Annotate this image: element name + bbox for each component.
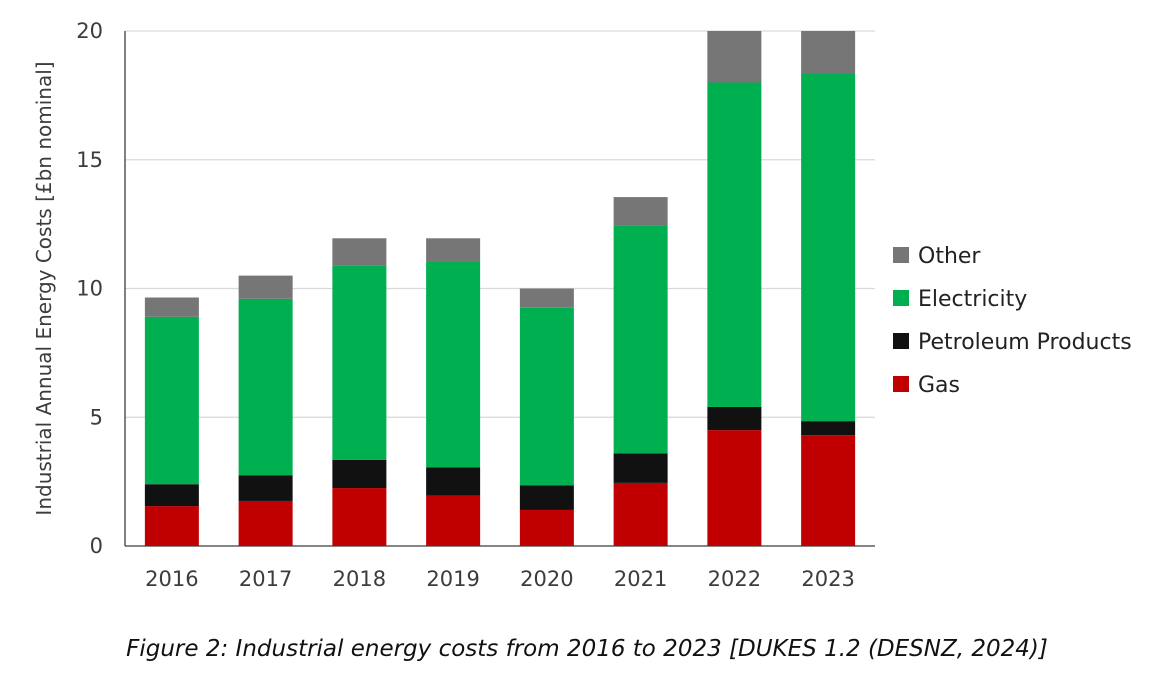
bar-electricity-2019	[426, 261, 481, 468]
bar-gas-2019	[426, 495, 481, 546]
bar-electricity-2022	[707, 82, 762, 407]
bar-gas-2020	[519, 509, 574, 546]
bar-other-2023	[801, 31, 856, 74]
bar-electricity-2018	[332, 265, 387, 460]
bar-gas-2016	[144, 506, 199, 546]
figure-caption: Figure 2: Industrial energy costs from 2…	[126, 636, 1048, 662]
bar-electricity-2017	[238, 298, 293, 476]
bar-gas-2021	[613, 482, 668, 546]
stacked-bar-chart: 0 5 10 15 20 2016 2017 2018 2019 2020 2021 2022 202…	[32, 19, 1132, 591]
x-tick-labels: 2016 2017 2018 2019 2020 2021 2022 2023	[145, 567, 855, 591]
legend-label-electricity: Electricity	[918, 287, 1027, 312]
bar-gas-2018	[332, 488, 387, 546]
bar-petroleum-products-2019	[426, 467, 481, 496]
bar-petroleum-products-2023	[801, 421, 856, 436]
bars	[144, 31, 856, 546]
legend-swatch-petroleum-products	[893, 333, 909, 349]
bar-electricity-2021	[613, 225, 668, 454]
legend: Other Electricity Petroleum Products Gas	[893, 244, 1132, 398]
x-tick-2017: 2017	[239, 567, 292, 591]
legend-label-gas: Gas	[918, 373, 960, 398]
x-tick-2016: 2016	[145, 567, 198, 591]
x-tick-2020: 2020	[520, 567, 573, 591]
bar-other-2021	[613, 197, 668, 226]
y-tick-15: 15	[76, 148, 103, 172]
bar-other-2019	[426, 238, 481, 262]
bar-petroleum-products-2020	[519, 485, 574, 510]
legend-label-petroleum-products: Petroleum Products	[918, 330, 1132, 355]
y-tick-labels: 0 5 10 15 20	[76, 19, 103, 558]
y-tick-5: 5	[90, 405, 103, 429]
bar-petroleum-products-2021	[613, 453, 668, 483]
y-axis-label: Industrial Annual Energy Costs [£bn nomi…	[32, 61, 56, 515]
legend-swatch-gas	[893, 376, 909, 392]
x-tick-2022: 2022	[708, 567, 761, 591]
bar-other-2020	[519, 288, 574, 308]
bar-electricity-2023	[801, 73, 856, 422]
bar-electricity-2016	[144, 316, 199, 485]
legend-swatch-other	[893, 247, 909, 263]
bar-gas-2022	[707, 430, 762, 546]
y-tick-0: 0	[90, 534, 103, 558]
bar-petroleum-products-2016	[144, 484, 199, 507]
y-tick-10: 10	[76, 277, 103, 301]
legend-swatch-electricity	[893, 290, 909, 306]
bar-petroleum-products-2022	[707, 406, 762, 431]
x-tick-2019: 2019	[426, 567, 479, 591]
bar-other-2016	[144, 297, 199, 317]
axes	[124, 31, 875, 547]
y-tick-20: 20	[76, 19, 103, 43]
bar-electricity-2020	[519, 307, 574, 486]
x-tick-2021: 2021	[614, 567, 667, 591]
bar-gas-2017	[238, 500, 293, 546]
legend-label-other: Other	[918, 244, 981, 269]
bar-petroleum-products-2018	[332, 459, 387, 489]
gridlines	[125, 30, 875, 418]
bar-other-2022	[707, 31, 762, 83]
x-tick-2018: 2018	[333, 567, 386, 591]
bar-other-2018	[332, 238, 387, 266]
bar-gas-2023	[801, 435, 856, 546]
bar-petroleum-products-2017	[238, 475, 293, 501]
x-tick-2023: 2023	[801, 567, 854, 591]
bar-other-2017	[238, 275, 293, 299]
